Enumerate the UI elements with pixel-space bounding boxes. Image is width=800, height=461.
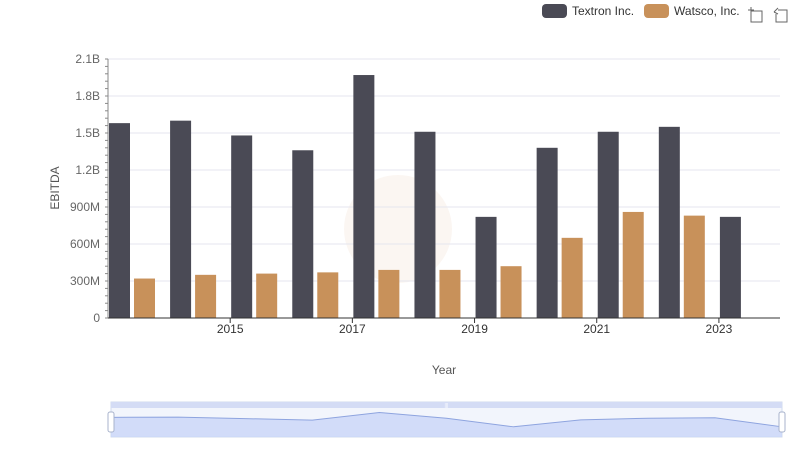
legend-item-textron[interactable]: Textron Inc. (542, 4, 634, 18)
datazoom-preview-line (110, 412, 783, 428)
bar-watsco-2021[interactable] (561, 237, 583, 318)
y-tick-label: 0 (93, 311, 100, 325)
x-tick-label: 2021 (583, 322, 610, 336)
zoom-reset-icon[interactable] (772, 6, 790, 24)
y-axis-title: EBITDA (48, 166, 62, 209)
y-tick-label: 300M (70, 274, 100, 288)
zoom-select-icon[interactable] (746, 6, 764, 24)
y-tick-label: 1.2B (75, 163, 100, 177)
bar-watsco-2015[interactable] (195, 274, 217, 318)
bar-textron-2021[interactable] (536, 147, 558, 318)
bar-watsco-2019[interactable] (439, 269, 461, 318)
bar-watsco-2018[interactable] (378, 269, 400, 318)
datazoom-grip[interactable]: ||| (445, 403, 449, 409)
y-tick-label: 1.8B (75, 89, 100, 103)
datazoom-handle-left[interactable] (107, 411, 115, 433)
legend-item-watsco[interactable]: Watsco, Inc. (644, 4, 740, 18)
bar-textron-2024[interactable] (719, 216, 741, 318)
x-tick-label: 2017 (339, 322, 366, 336)
bar-watsco-2017[interactable] (317, 272, 339, 318)
y-tick-label: 2.1B (75, 52, 100, 66)
x-tick-label: 2019 (461, 322, 488, 336)
legend-swatch-textron (542, 4, 567, 18)
bar-textron-2017[interactable] (292, 150, 314, 318)
bar-textron-2016[interactable] (231, 135, 253, 318)
bar-watsco-2016[interactable] (256, 273, 278, 318)
bar-textron-2019[interactable] (414, 131, 436, 318)
y-tick-label: 900M (70, 200, 100, 214)
bar-textron-2015[interactable] (170, 120, 192, 319)
datazoom-top-bar[interactable] (111, 402, 782, 408)
y-tick-label: 600M (70, 237, 100, 251)
x-axis-title: Year (432, 363, 456, 377)
legend-swatch-watsco (644, 4, 670, 18)
bar-watsco-2022[interactable] (622, 211, 644, 318)
datazoom-preview-area (111, 412, 782, 437)
y-tick-label: 1.5B (75, 126, 100, 140)
x-tick-label: 2015 (217, 322, 244, 336)
x-tick-label: 2023 (706, 322, 733, 336)
bar-textron-2014[interactable] (109, 123, 130, 318)
legend-label-watsco: Watsco, Inc. (674, 4, 740, 18)
bar-watsco-2023[interactable] (683, 215, 705, 318)
bar-textron-2022[interactable] (597, 131, 619, 318)
datazoom-handle-right[interactable] (778, 411, 786, 433)
bar-watsco-2020[interactable] (500, 266, 522, 318)
legend-label-textron: Textron Inc. (572, 4, 635, 18)
bar-watsco-2014[interactable] (134, 278, 155, 318)
bar-textron-2020[interactable] (475, 216, 497, 318)
bar-textron-2023[interactable] (658, 126, 680, 318)
bar-textron-2018[interactable] (353, 75, 375, 319)
legend: Textron Inc. Watsco, Inc. (542, 4, 750, 18)
